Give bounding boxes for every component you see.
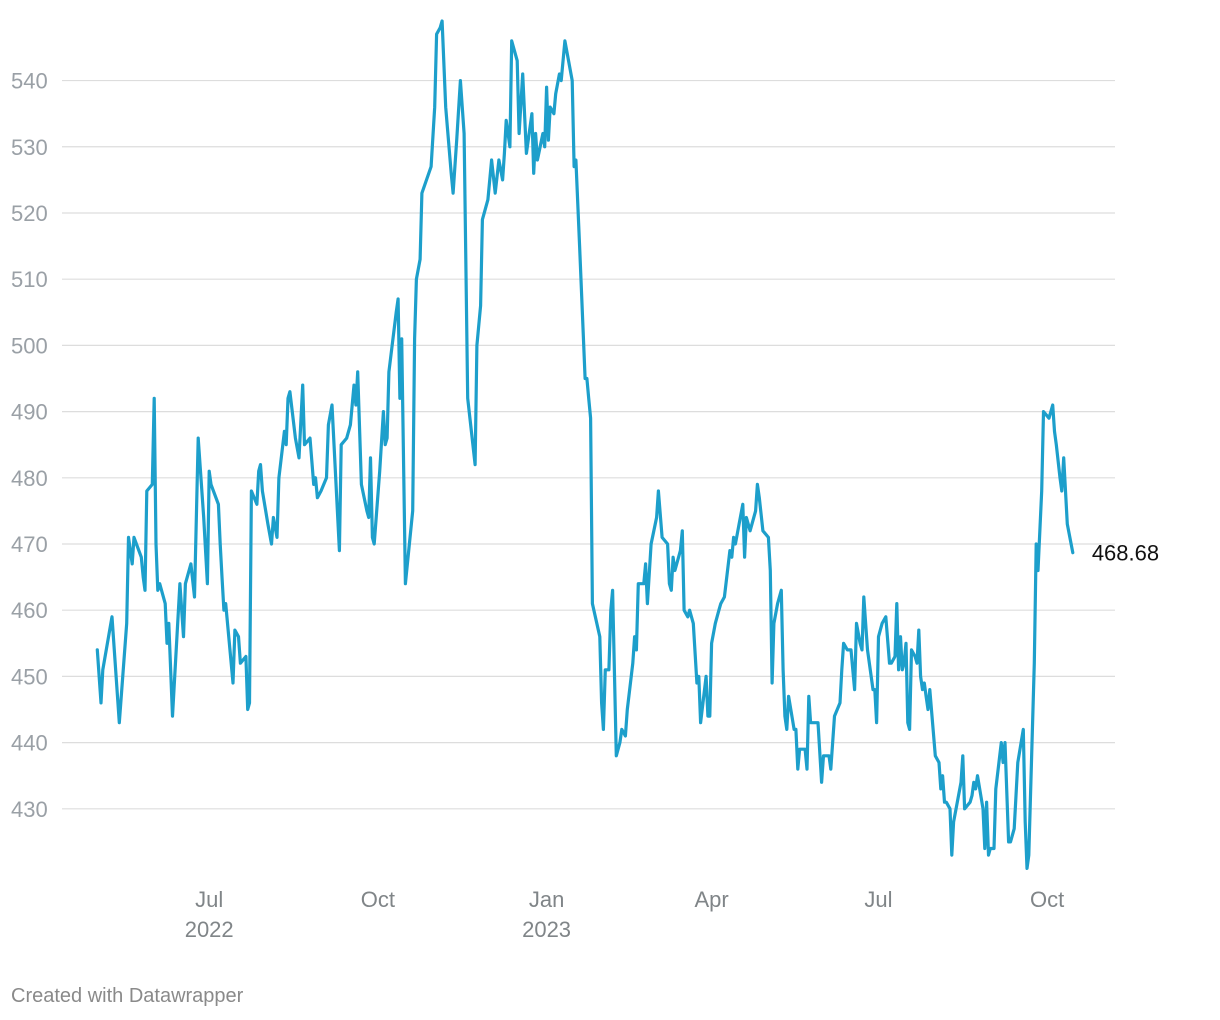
x-tick-label: Oct bbox=[1030, 887, 1064, 912]
y-tick-label: 510 bbox=[11, 267, 48, 292]
x-tick-label: Jan bbox=[529, 887, 564, 912]
series-line bbox=[95, 19, 1075, 871]
y-tick-label: 490 bbox=[11, 400, 48, 425]
footer-credit: Created with Datawrapper bbox=[11, 985, 244, 1007]
y-tick-label: 480 bbox=[11, 466, 48, 491]
y-tick-label: 440 bbox=[11, 731, 48, 756]
y-tick-label: 540 bbox=[11, 69, 48, 94]
x-tick-label: Jul bbox=[864, 887, 892, 912]
x-tick-year-label: 2023 bbox=[522, 917, 571, 942]
x-tick-year-label: 2022 bbox=[185, 917, 234, 942]
y-tick-label: 470 bbox=[11, 532, 48, 557]
x-tick-label: Jul bbox=[195, 887, 223, 912]
x-tick-label: Oct bbox=[361, 887, 395, 912]
y-tick-label: 530 bbox=[11, 135, 48, 160]
x-tick-label: Apr bbox=[694, 887, 728, 912]
gridlines bbox=[62, 79, 1115, 810]
x-axis-tick-labels: Jul 2022 Oct Jan 2023 Apr Jul Oct bbox=[185, 887, 1065, 942]
line-chart: 430 440 450 460 470 480 490 500 510 520 530 540 Jul… bbox=[11, 19, 1159, 942]
y-tick-label: 520 bbox=[11, 201, 48, 226]
y-tick-label: 500 bbox=[11, 333, 48, 358]
y-tick-label: 460 bbox=[11, 598, 48, 623]
y-tick-label: 430 bbox=[11, 797, 48, 822]
series-layer bbox=[95, 19, 1075, 871]
last-value-label: 468.68 bbox=[1092, 541, 1159, 566]
y-axis-tick-labels: 430 440 450 460 470 480 490 500 510 520 530 540 bbox=[11, 69, 48, 822]
y-tick-label: 450 bbox=[11, 664, 48, 689]
